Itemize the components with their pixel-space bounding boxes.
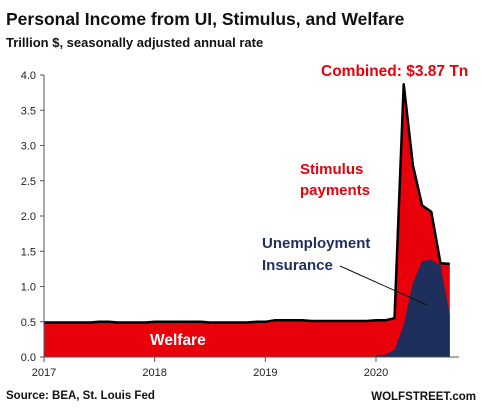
annotation-stimulus: Stimulus — [300, 161, 363, 178]
y-tick-label: 0.0 — [21, 352, 36, 364]
chart-title: Personal Income from UI, Stimulus, and W… — [6, 9, 405, 29]
y-tick-label: 3.0 — [21, 141, 36, 153]
unemployment-insurance-leader-line — [339, 265, 428, 306]
source-note: Source: BEA, St. Louis Fed — [6, 390, 155, 402]
x-tick-label: 2020 — [364, 367, 388, 379]
annotation-payments: payments — [300, 182, 370, 199]
unemployment-insurance-area — [376, 259, 450, 357]
y-axis-ticks: 0.0 0.5 1.0 1.5 2.0 2.5 3.0 3.5 4.0 — [21, 70, 44, 364]
annotation-insurance: Insurance — [262, 257, 333, 274]
combined-line — [44, 82, 450, 324]
annotation-welfare: Welfare — [150, 332, 206, 349]
combined-area — [44, 84, 450, 357]
x-tick-label: 2018 — [142, 367, 166, 379]
chart-subtitle: Trillion $, seasonally adjusted annual r… — [6, 35, 263, 50]
annotation-combined: Combined: $3.87 Tn — [321, 63, 468, 80]
y-tick-label: 1.5 — [21, 246, 36, 258]
y-tick-label: 1.0 — [21, 282, 36, 294]
y-tick-label: 2.5 — [21, 176, 36, 188]
brand-label: WOLFSTREET.com — [371, 391, 476, 403]
x-tick-label: 2017 — [32, 367, 56, 379]
y-tick-label: 4.0 — [21, 70, 36, 82]
annotation-unemployment: Unemployment — [262, 235, 370, 252]
y-tick-label: 0.5 — [21, 317, 36, 329]
x-axis-ticks: 2017 2018 2019 2020 — [32, 357, 388, 379]
y-tick-label: 3.5 — [21, 105, 36, 117]
plot-area — [43, 75, 459, 358]
x-tick-label: 2019 — [253, 367, 277, 379]
y-tick-label: 2.0 — [21, 211, 36, 223]
